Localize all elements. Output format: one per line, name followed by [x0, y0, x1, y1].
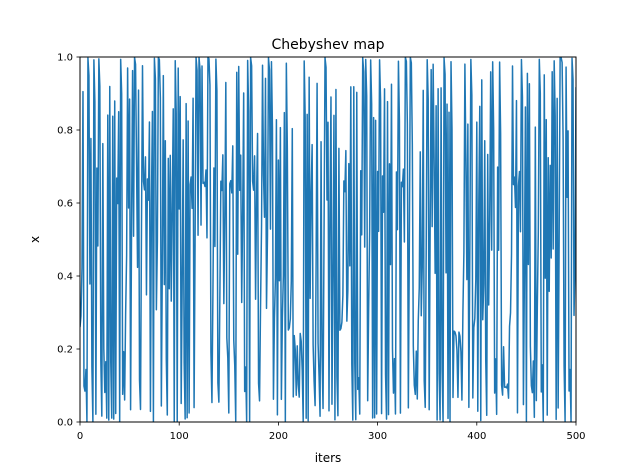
- y-tick-label: 0.2: [57, 345, 73, 356]
- x-tick-label: 400: [467, 431, 486, 442]
- y-axis: 0.0 0.2 0.4 0.6 0.8 1.0: [57, 53, 80, 429]
- y-tick-label: 1.0: [57, 53, 73, 64]
- y-tick-label: 0.6: [57, 199, 73, 210]
- chart-title: Chebyshev map: [271, 37, 384, 53]
- x-axis-label: iters: [315, 451, 342, 465]
- series-line: [80, 57, 576, 422]
- y-tick-label: 0.0: [57, 418, 73, 429]
- x-axis: 0 100 200 300 400 500: [77, 422, 586, 442]
- x-tick-label: 100: [170, 431, 189, 442]
- x-tick-label: 0: [77, 431, 83, 442]
- x-tick-label: 500: [566, 431, 585, 442]
- y-tick-label: 0.4: [57, 272, 73, 283]
- plot-frame: [79, 56, 577, 423]
- series-layer: [80, 57, 576, 422]
- y-tick-label: 0.8: [57, 126, 73, 137]
- y-axis-label: x: [28, 236, 42, 243]
- x-tick-label: 300: [368, 431, 387, 442]
- x-tick-label: 200: [269, 431, 288, 442]
